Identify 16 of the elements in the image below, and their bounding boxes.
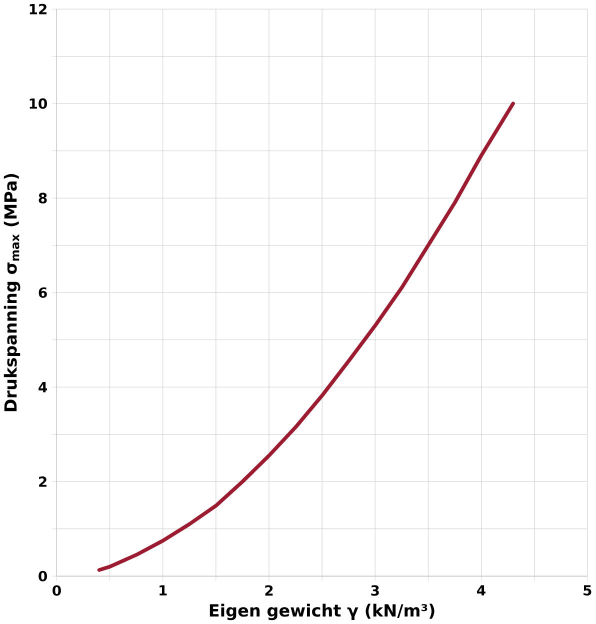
x-axis-title: Eigen gewicht γ (kN/m³) <box>210 604 434 620</box>
y-tick-label: 4 <box>38 382 47 392</box>
y-tick-label: 10 <box>30 98 47 109</box>
x-tick-label: 2 <box>265 585 273 596</box>
line-series <box>97 102 515 572</box>
y-tick-label: 12 <box>30 4 46 14</box>
x-tick-label: 0 <box>52 585 61 596</box>
y-tick-label: 2 <box>39 476 46 487</box>
y-axis-title: Drukspanning σ$_{max}$ (MPa) <box>4 174 20 412</box>
x-tick-label: 1 <box>160 585 167 596</box>
y-tick-label: 6 <box>38 287 47 298</box>
x-tick-label: 5 <box>584 585 592 596</box>
x-tick-label: 4 <box>476 585 486 596</box>
x-tick-label: 3 <box>371 585 379 596</box>
y-tick-label: 8 <box>38 192 47 204</box>
y-tick-label: 0 <box>38 570 47 582</box>
